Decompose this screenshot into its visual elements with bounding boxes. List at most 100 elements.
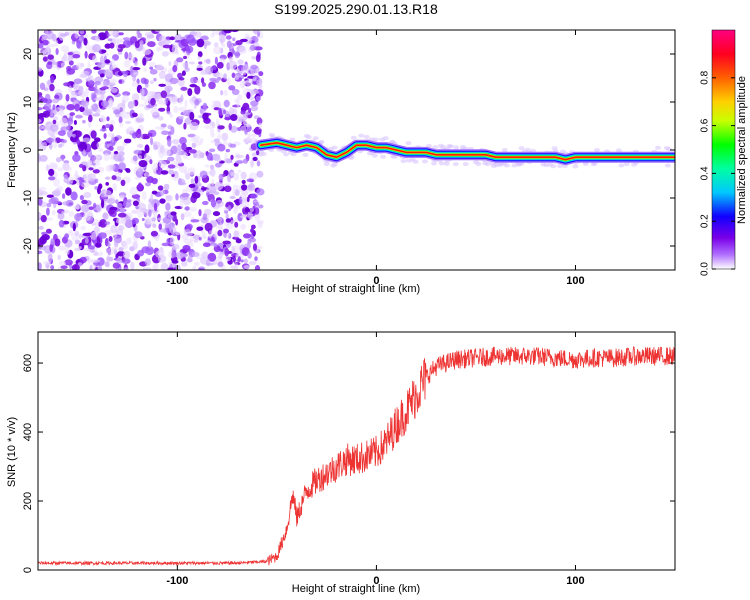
noise-speckle (105, 123, 111, 129)
noise-speckle (137, 167, 144, 175)
noise-speckle (240, 171, 247, 180)
noise-speckle (229, 220, 235, 224)
noise-speckle (209, 168, 216, 177)
noise-speckle (187, 88, 193, 97)
noise-speckle (160, 90, 168, 99)
noise-speckle (151, 190, 158, 195)
noise-speckle (112, 232, 118, 238)
noise-speckle (82, 232, 92, 237)
noise-speckle (181, 143, 187, 151)
noise-speckle (242, 79, 246, 88)
noise-speckle (205, 58, 211, 64)
noise-speckle (240, 223, 247, 230)
ridge-halo (462, 162, 469, 167)
noise-speckle (225, 148, 230, 153)
noise-speckle (206, 152, 213, 161)
noise-speckle (161, 148, 171, 157)
snr-y-label: SNR (10 * v/v) (6, 417, 18, 487)
ridge-core (260, 142, 675, 161)
ridge-halo (493, 163, 500, 168)
noise-speckle (153, 77, 157, 82)
noise-speckle (120, 216, 127, 225)
noise-speckle (97, 251, 104, 256)
noise-speckle (170, 95, 179, 102)
noise-speckle (201, 77, 205, 84)
noise-speckle (215, 199, 224, 208)
noise-speckle (224, 206, 229, 211)
noise-speckle (94, 84, 98, 92)
noise-speckle (74, 30, 79, 39)
noise-speckle (73, 120, 77, 125)
noise-speckle (64, 166, 72, 172)
noise-speckle (208, 230, 213, 239)
noise-speckle (168, 169, 175, 175)
noise-speckle (39, 154, 48, 162)
noise-speckle (167, 95, 172, 102)
noise-speckle (212, 30, 216, 36)
noise-speckle (48, 162, 58, 171)
noise-speckle (160, 123, 167, 128)
noise-speckle (189, 149, 197, 154)
noise-speckle (130, 65, 134, 75)
noise-speckle (198, 209, 202, 217)
ridge-halo (400, 159, 407, 164)
noise-speckle (57, 167, 64, 172)
noise-speckle (81, 199, 88, 205)
noise-speckle (212, 211, 221, 217)
noise-speckle (148, 91, 156, 96)
noise-speckle (172, 65, 178, 73)
noise-speckle (140, 96, 145, 101)
noise-speckle (111, 58, 115, 67)
noise-speckle (135, 205, 139, 210)
noise-speckle (207, 252, 217, 262)
noise-speckle (83, 191, 92, 199)
noise-speckle (243, 258, 248, 264)
noise-speckle (151, 264, 158, 270)
noise-speckle (95, 35, 100, 42)
ridge-halo (484, 162, 491, 167)
noise-speckle (104, 59, 111, 64)
noise-speckle (213, 42, 219, 48)
noise-speckle (235, 238, 242, 244)
noise-speckle (95, 108, 101, 115)
noise-speckle (156, 64, 163, 69)
noise-speckle (134, 41, 140, 49)
noise-speckle (212, 64, 217, 71)
noise-speckle (214, 56, 218, 65)
noise-speckle (49, 83, 55, 92)
noise-speckle (93, 218, 100, 227)
noise-speckle (158, 83, 166, 87)
noise-speckle (76, 40, 82, 49)
noise-speckle (214, 181, 224, 191)
noise-speckle (92, 44, 101, 53)
noise-speckle (47, 253, 53, 263)
noise-speckle (104, 221, 111, 225)
noise-speckle (252, 156, 258, 162)
noise-speckle (244, 36, 252, 45)
noise-speckle (250, 105, 259, 112)
x-tick-label: 100 (566, 275, 584, 287)
noise-speckle (101, 199, 105, 209)
noise-speckle (131, 81, 139, 87)
ridge-halo (543, 163, 550, 168)
noise-speckle (68, 85, 73, 93)
noise-speckle (217, 133, 222, 141)
ridge-halo (350, 135, 357, 140)
noise-speckle (158, 107, 166, 112)
noise-speckle (197, 56, 201, 60)
noise-speckle (149, 69, 158, 75)
noise-speckle (166, 238, 170, 244)
noise-speckle (57, 212, 65, 220)
noise-speckle (188, 183, 196, 188)
noise-speckle (248, 182, 255, 191)
noise-speckle (102, 212, 109, 220)
noise-speckle (205, 67, 208, 75)
noise-speckle (158, 116, 164, 121)
noise-speckle (227, 205, 232, 210)
noise-speckle (231, 245, 235, 254)
noise-speckle (171, 44, 178, 54)
snr-x-label: Height of straight line (km) (292, 583, 420, 595)
noise-speckle (162, 44, 172, 49)
noise-speckle (103, 190, 112, 198)
noise-speckle (252, 243, 258, 251)
